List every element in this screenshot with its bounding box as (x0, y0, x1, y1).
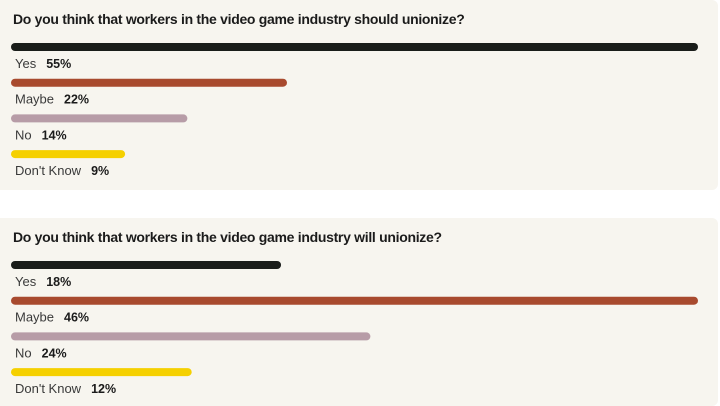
value-label: 12% (91, 382, 116, 396)
category-label: No (15, 345, 32, 360)
value-label: 55% (46, 57, 71, 71)
category-label: No (15, 127, 32, 142)
category-label: Maybe (15, 92, 54, 107)
category-label: Yes (15, 56, 37, 71)
value-label: 46% (64, 311, 89, 325)
value-label: 18% (46, 275, 71, 289)
value-label: 22% (64, 93, 89, 107)
bar-yes (11, 261, 282, 269)
category-label: Don't Know (15, 381, 82, 396)
bar-don-t-know (11, 368, 192, 377)
poll-panel-should-unionize: Do you think that workers in the video g… (0, 0, 718, 190)
bar-no (11, 114, 188, 123)
value-label: 9% (91, 164, 109, 178)
value-label: 14% (42, 128, 67, 142)
poll-chart: Yes 18% Maybe 46% No 24% Don't Know 12% (11, 261, 698, 396)
bar-maybe (11, 296, 698, 305)
question-title: Do you think that workers in the video g… (13, 229, 442, 245)
poll-chart: Yes 55% Maybe 22% No 14% Don't Know 9% (11, 43, 698, 178)
bar-maybe (11, 78, 287, 87)
bar-yes (11, 43, 698, 51)
category-label: Maybe (15, 310, 54, 325)
value-label: 24% (42, 346, 67, 360)
category-label: Don't Know (15, 163, 82, 178)
bar-no (11, 332, 371, 341)
poll-panel-will-unionize: Do you think that workers in the video g… (0, 218, 718, 406)
question-title: Do you think that workers in the video g… (13, 11, 465, 27)
category-label: Yes (15, 274, 37, 289)
bar-don-t-know (11, 150, 126, 159)
